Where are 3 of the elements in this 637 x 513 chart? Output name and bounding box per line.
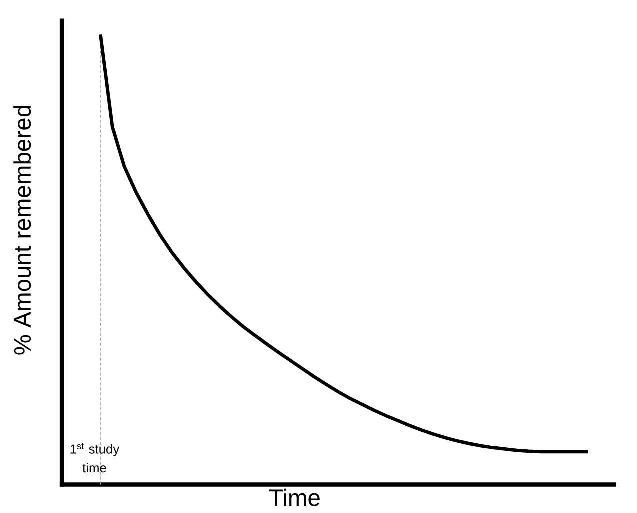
- y-axis-title: % Amount remembered: [14, 106, 32, 356]
- x-axis-title: Time: [270, 489, 320, 507]
- annotation: 1$^{st}$ study time: [70, 444, 120, 473]
